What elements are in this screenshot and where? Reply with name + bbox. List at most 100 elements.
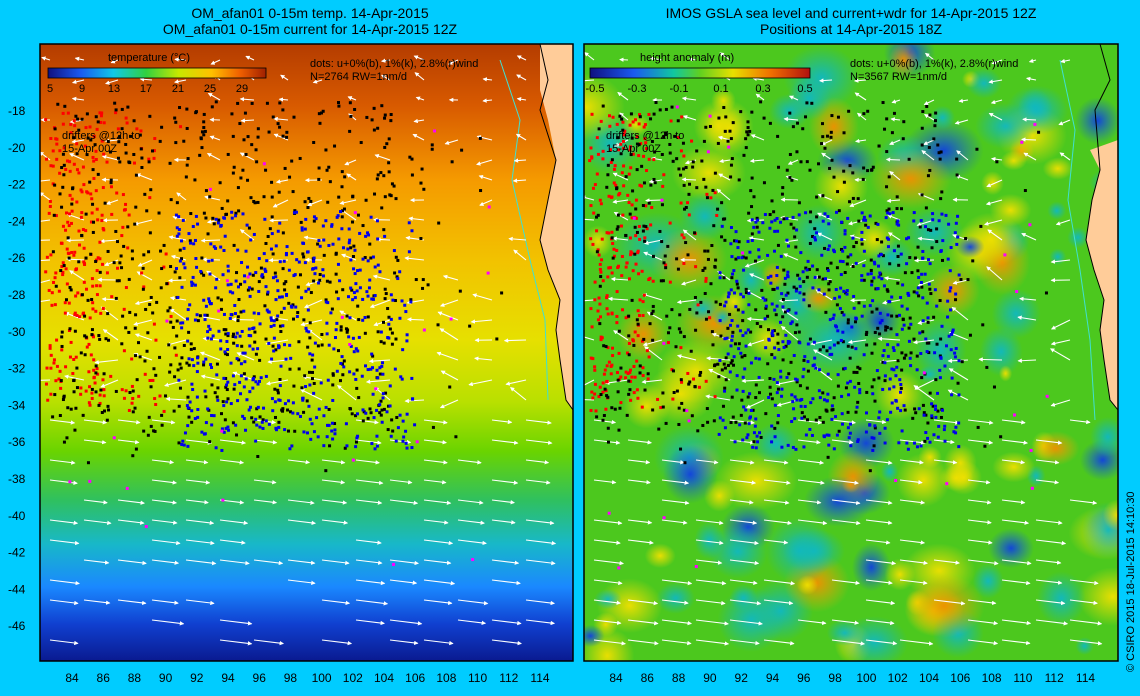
drifter-dot-black — [357, 396, 361, 400]
drifter-dot-black — [892, 111, 896, 115]
drifter-dot-black — [926, 174, 930, 178]
drifter-dot-black — [615, 186, 619, 190]
drifter-dot-red — [44, 157, 48, 161]
drifter-dot-red — [609, 195, 613, 199]
drifter-dot-blue — [304, 217, 308, 221]
drifter-dot-red — [713, 395, 717, 399]
drifter-dot-blue — [339, 210, 343, 214]
drifter-dot-blue — [849, 444, 853, 448]
drifter-dot-blue — [345, 444, 349, 448]
drifter-dot-black — [147, 160, 151, 164]
drifter-dot-blue — [194, 214, 198, 218]
drifter-dot-black — [754, 383, 758, 387]
drifter-dot-magenta — [708, 114, 712, 118]
drifter-dot-black — [292, 317, 296, 321]
drifter-dot-red — [55, 338, 59, 342]
drifter-dot-blue — [882, 284, 886, 288]
drifter-dot-blue — [957, 273, 961, 277]
drifter-dot-blue — [864, 411, 868, 415]
current-arrow — [831, 639, 866, 646]
drifter-dot-red — [153, 137, 157, 141]
drifter-dot-blue — [353, 272, 357, 276]
drifter-dot-black — [661, 279, 665, 283]
drifter-dot-blue — [720, 224, 724, 228]
current-arrow — [584, 379, 595, 386]
drifter-dot-black — [887, 207, 891, 211]
coastline-right — [1085, 44, 1118, 411]
current-arrow — [695, 559, 723, 565]
current-arrow — [278, 97, 289, 102]
drifter-dot-black — [675, 257, 679, 261]
drifter-dot-black — [281, 409, 285, 413]
drifter-dot-blue — [869, 272, 873, 276]
drifter-dot-blue — [336, 214, 340, 218]
drifter-dot-black — [717, 375, 721, 379]
current-arrow — [389, 499, 419, 506]
drifter-dot-black — [286, 408, 290, 412]
drifter-dot-blue — [240, 261, 244, 265]
drifter-dot-black — [918, 225, 922, 229]
drifter-dot-black — [160, 413, 164, 417]
drifter-dot-black — [239, 310, 243, 314]
drifter-dot-red — [605, 307, 609, 311]
current-arrow — [355, 579, 386, 586]
drifter-dot-red — [87, 370, 91, 374]
drifter-dot-black — [102, 372, 106, 376]
drifter-dot-black — [684, 205, 688, 209]
drifter-dot-blue — [802, 298, 806, 302]
drifter-dot-black — [277, 190, 281, 194]
drifter-dot-black — [852, 370, 856, 374]
drifter-dot-black — [223, 418, 227, 422]
drifter-dot-blue — [193, 283, 197, 287]
drifter-dot-red — [599, 119, 603, 123]
drifter-dot-blue — [841, 422, 845, 426]
drifter-dot-blue — [856, 438, 860, 442]
drifter-dot-red — [596, 318, 600, 322]
drifter-dot-blue — [291, 411, 295, 415]
drifter-dot-black — [664, 421, 668, 425]
drifter-dot-blue — [356, 269, 360, 273]
drifter-dot-black — [288, 367, 292, 371]
drifter-dot-blue — [848, 379, 852, 383]
drifter-dot-black — [912, 337, 916, 341]
current-arrow — [984, 219, 1003, 226]
drifter-dot-blue — [906, 292, 910, 296]
drifter-dot-black — [651, 309, 655, 313]
drifter-dot-blue — [257, 257, 261, 261]
drifter-dot-black — [54, 284, 58, 288]
drifter-dot-black — [699, 370, 703, 374]
drifter-dot-black — [337, 195, 341, 199]
drifter-dot-black — [767, 328, 771, 332]
drifter-dot-red — [643, 123, 647, 127]
drifter-dot-blue — [950, 332, 954, 336]
lon-tick-label: 90 — [703, 671, 717, 685]
drifter-dot-black — [354, 414, 358, 418]
drifter-dot-blue — [889, 410, 893, 414]
drifter-dot-black — [862, 278, 866, 282]
drifter-dot-magenta — [487, 205, 491, 209]
drifter-dot-black — [844, 386, 848, 390]
drifter-dot-black — [215, 395, 219, 399]
drifter-dot-black — [601, 104, 605, 108]
drifter-dot-black — [90, 328, 94, 332]
drifter-dot-blue — [931, 212, 935, 216]
drifter-dot-black — [359, 141, 363, 145]
drifter-dot-black — [308, 336, 312, 340]
drifter-dot-black — [71, 186, 75, 190]
drifter-dot-black — [841, 340, 845, 344]
drifter-dot-black — [382, 228, 386, 232]
drifter-dot-black — [836, 190, 840, 194]
drifter-dot-black — [981, 323, 985, 327]
drifter-dot-red — [47, 211, 51, 215]
drifter-dot-black — [419, 237, 423, 241]
current-arrow — [831, 619, 860, 625]
lon-tick-label: 94 — [766, 671, 780, 685]
drifter-dot-blue — [324, 300, 328, 304]
drifter-dot-black — [241, 168, 245, 172]
drifter-dot-black — [800, 411, 804, 415]
left-dots-legend-line2: N=2764 RW=1nm/d — [310, 71, 407, 83]
drifter-dot-black — [938, 157, 942, 161]
current-arrow — [368, 358, 391, 364]
drifter-dot-magenta — [662, 516, 666, 520]
drifter-dot-red — [649, 223, 653, 227]
